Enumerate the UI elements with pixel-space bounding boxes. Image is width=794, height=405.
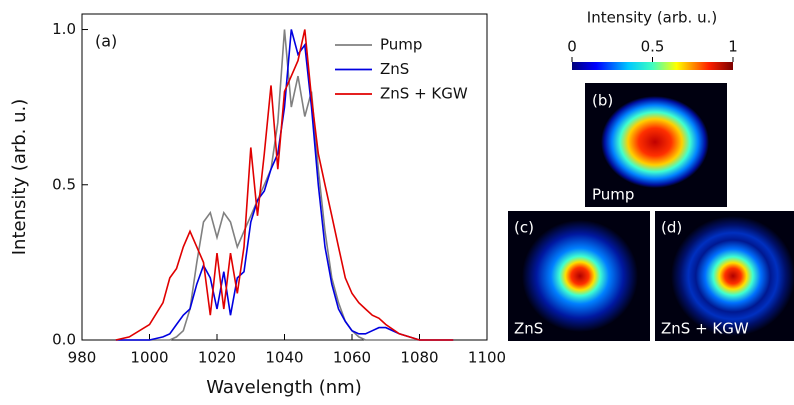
legend-label: ZnS <box>380 60 409 78</box>
beam-spot <box>671 216 794 336</box>
y-axis-title: Intensity (arb. u.) <box>9 99 30 256</box>
panel-caption: ZnS + KGW <box>661 320 749 338</box>
beam-d: (d) ZnS + KGW <box>655 211 794 341</box>
beam-spot <box>601 96 709 188</box>
y-tick-label: 0.5 <box>52 175 76 193</box>
x-tick-label: 980 <box>68 349 97 367</box>
panel-caption: Pump <box>592 186 634 204</box>
x-axis-title: Wavelength (nm) <box>206 377 362 398</box>
panel-caption: ZnS <box>514 320 543 338</box>
y-tick-label: 1.0 <box>52 20 76 38</box>
panel-label: (d) <box>661 219 682 237</box>
series-line <box>115 29 454 341</box>
beam-b: (b) Pump <box>585 83 727 207</box>
colorbar-title: Intensity (arb. u.) <box>587 9 717 27</box>
series-line <box>115 29 454 341</box>
panel-label: (b) <box>592 92 613 110</box>
plot-frame <box>81 13 488 341</box>
x-tick-label: 1040 <box>265 349 303 367</box>
x-tick-label: 1080 <box>400 349 438 367</box>
x-tick-label: 1060 <box>333 349 371 367</box>
colorbar-tick-label: 1 <box>728 38 738 56</box>
x-tick-label: 1000 <box>130 349 168 367</box>
colorbar-gradient <box>572 62 733 70</box>
beam-c: (c) ZnS <box>508 211 650 341</box>
panel-label: (a) <box>95 32 117 51</box>
colorbar: Intensity (arb. u.) <box>572 9 733 70</box>
legend-label: Pump <box>380 36 422 54</box>
y-tick-label: 0.0 <box>52 331 76 349</box>
series-line <box>115 29 454 341</box>
legend-label: ZnS + KGW <box>380 85 468 103</box>
colorbar-tick-label: 0 <box>567 38 577 56</box>
x-tick-label: 1100 <box>468 349 506 367</box>
beam-spot <box>522 220 638 332</box>
colorbar-tick-label: 0.5 <box>641 38 665 56</box>
x-tick-label: 1020 <box>198 349 236 367</box>
line-chart: (a) Wavelength (nm) Intensity (arb. u.) … <box>9 13 506 398</box>
panel-label: (c) <box>514 219 534 237</box>
